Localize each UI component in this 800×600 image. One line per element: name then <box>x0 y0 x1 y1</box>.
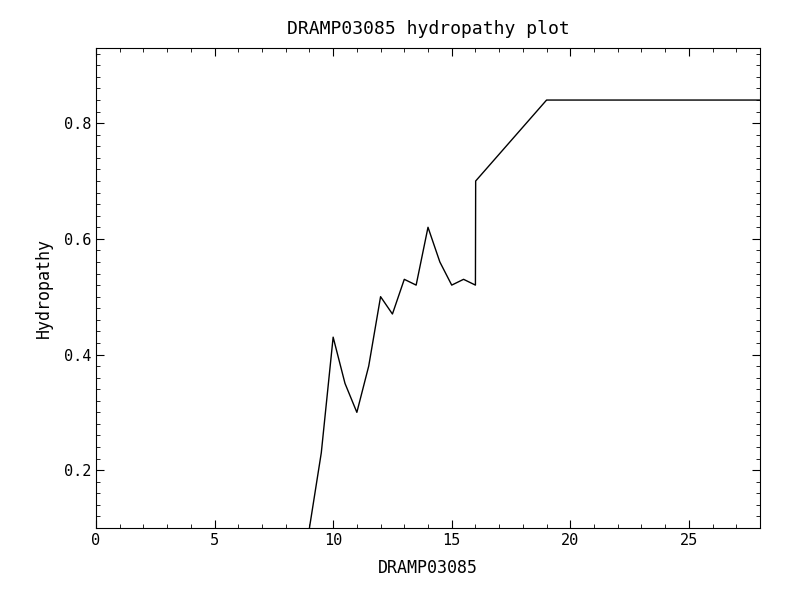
X-axis label: DRAMP03085: DRAMP03085 <box>378 559 478 577</box>
Y-axis label: Hydropathy: Hydropathy <box>34 238 53 338</box>
Title: DRAMP03085 hydropathy plot: DRAMP03085 hydropathy plot <box>286 20 570 38</box>
